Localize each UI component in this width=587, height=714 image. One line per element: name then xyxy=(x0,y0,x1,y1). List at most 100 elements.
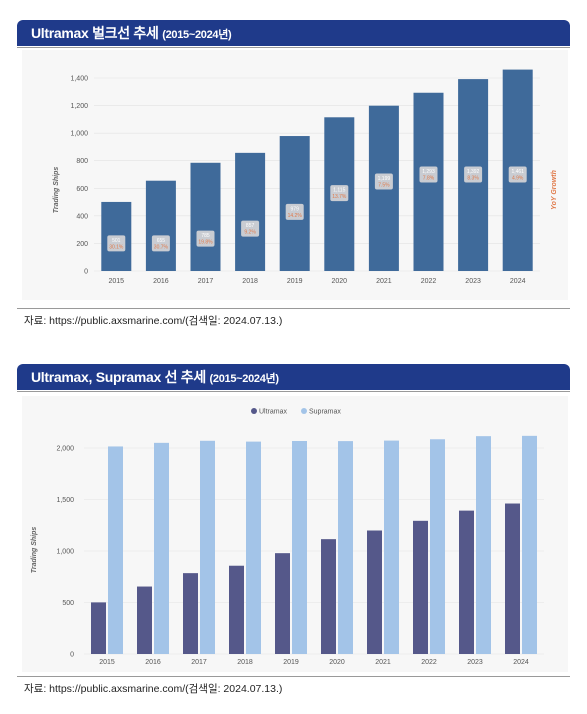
chart1-y-tick-label: 1,200 xyxy=(70,103,88,110)
chart2-bar-supramax xyxy=(338,441,353,654)
chart1-data-label-box xyxy=(330,185,349,202)
chart2-bar-ultramax xyxy=(459,510,474,654)
chart1-data-label: 1,293 xyxy=(422,169,435,175)
chart2-bar-ultramax xyxy=(321,539,336,654)
chart1-data-label-box xyxy=(374,173,393,190)
chart2-y-tick-label: 2,000 xyxy=(56,446,74,453)
chart1-growth-label: 9.2% xyxy=(244,230,256,236)
chart1-y2-axis-title: YoY Growth xyxy=(551,170,558,210)
chart1-x-tick-label: 2024 xyxy=(510,278,526,285)
chart1-x-tick-label: 2016 xyxy=(153,278,169,285)
chart1-y-tick-label: 1,400 xyxy=(70,76,88,83)
chart1-growth-label: 19.8% xyxy=(198,240,213,246)
section1-title-main: Ultramax 벌크선 추세 xyxy=(31,25,159,41)
chart2-x-tick-label: 2021 xyxy=(375,659,391,666)
chart1-bar xyxy=(279,136,310,271)
chart1-data-label: 785 xyxy=(201,233,210,239)
chart2-y-axis-title: Trading Ships xyxy=(31,527,38,574)
chart2-x-tick-label: 2020 xyxy=(329,659,345,666)
chart1-data-label: 501 xyxy=(112,238,121,244)
chart2-bar-ultramax xyxy=(367,530,382,654)
chart1-growth-label: 7.8% xyxy=(423,176,435,182)
section1-source: 자료: https://public.axsmarine.com/(검색일: 2… xyxy=(24,315,283,327)
section1-title: Ultramax 벌크선 추세 (2015~2024년) xyxy=(17,20,570,46)
chart2-bar-ultramax xyxy=(229,565,244,654)
chart1-growth-label: 8.3% xyxy=(467,176,479,182)
chart1-y-tick-label: 1,000 xyxy=(70,131,88,138)
chart2-legend-swatch xyxy=(301,408,307,414)
section1-title-sub: (2015~2024년) xyxy=(162,29,232,41)
chart1-growth-label: 4.9% xyxy=(512,176,524,182)
chart2-bar-ultramax xyxy=(183,573,198,654)
section2-title-sub: (2015~2024년) xyxy=(209,373,280,385)
chart1-x-tick-label: 2020 xyxy=(332,278,348,285)
chart2-x-tick-label: 2015 xyxy=(99,659,115,666)
chart1-data-label: 979 xyxy=(291,206,300,212)
chart1-y-tick-label: 0 xyxy=(84,269,88,276)
chart1-y-tick-label: 200 xyxy=(76,241,88,248)
chart2-bar-supramax xyxy=(522,435,537,654)
chart1-growth-label: 30.7% xyxy=(154,244,169,250)
chart2-bar-supramax xyxy=(292,440,307,654)
chart2-x-tick-label: 2016 xyxy=(145,659,161,666)
chart2-bar-supramax xyxy=(246,441,261,654)
chart1-growth-label: 14.2% xyxy=(288,213,303,219)
chart2-bar-supramax xyxy=(384,440,399,654)
chart1-growth-label: 13.7% xyxy=(332,194,347,200)
chart2-bar-supramax xyxy=(430,439,445,654)
chart1-y-tick-label: 800 xyxy=(76,158,88,165)
chart1-data-label: 1,461 xyxy=(511,169,524,175)
chart2-x-tick-label: 2017 xyxy=(191,659,207,666)
chart2-bar-supramax xyxy=(154,442,169,654)
chart1-y-tick-label: 400 xyxy=(76,213,88,220)
chart1-data-label: 1,115 xyxy=(333,188,345,194)
section2-bottom-rule xyxy=(17,676,570,677)
chart1-data-label-box xyxy=(196,230,215,247)
chart1-y-tick-label: 600 xyxy=(76,186,88,193)
chart1-data-label-box xyxy=(464,166,483,183)
chart1-data-label-box xyxy=(151,235,170,252)
chart1-data-label-box xyxy=(419,166,438,183)
chart1-bar xyxy=(235,152,266,271)
chart2-legend-label: Supramax xyxy=(309,409,341,416)
section1-bottom-rule xyxy=(17,308,570,309)
chart2-x-tick-label: 2018 xyxy=(237,659,253,666)
chart2-legend: Ultramax Supramax xyxy=(251,408,341,416)
chart2-bar-supramax xyxy=(108,446,123,654)
chart1-x-tick-label: 2015 xyxy=(109,278,125,285)
chart1-growth-label: 30.1% xyxy=(109,244,124,250)
chart1-data-label: 1,199 xyxy=(378,176,391,182)
chart1-container: 0 200 400 600 800 1,000 1,200 1,400 501 30.1% 655… xyxy=(22,50,568,300)
chart2-x-tick-label: 2023 xyxy=(467,659,483,666)
chart2-bar-supramax xyxy=(476,436,491,654)
chart1-y-axis-title: Trading Ships xyxy=(53,167,60,214)
chart2-x-tick-label: 2024 xyxy=(513,659,529,666)
section2-title-main: Ultramax, Supramax 선 추세 xyxy=(31,369,206,385)
chart1-data-label: 1,392 xyxy=(467,169,480,175)
chart2-y-tick-label: 1,500 xyxy=(56,497,74,504)
chart2-bar-ultramax xyxy=(413,520,428,654)
chart1-data-label-box xyxy=(508,166,527,183)
chart2-bar-ultramax xyxy=(275,553,290,654)
chart2-y-tick-label: 0 xyxy=(70,652,74,659)
chart1-x-tick-label: 2023 xyxy=(465,278,481,285)
chart1-x-tick-label: 2021 xyxy=(376,278,392,285)
chart2-y-tick-label: 1,000 xyxy=(56,549,74,556)
chart2-x-tick-label: 2022 xyxy=(421,659,437,666)
chart1-data-label: 857 xyxy=(246,223,255,229)
chart2-y-tick-label: 500 xyxy=(62,600,74,607)
section2-source: 자료: https://public.axsmarine.com/(검색일: 2… xyxy=(24,683,283,695)
chart1-growth-label: 7.5% xyxy=(378,183,390,189)
chart2-legend-swatch xyxy=(251,408,257,414)
chart1-x-tick-label: 2017 xyxy=(198,278,214,285)
chart1-data-label-box xyxy=(241,220,260,237)
chart2-bar-ultramax xyxy=(91,602,106,654)
chart1-data-label: 655 xyxy=(157,238,166,244)
chart1-bar xyxy=(190,162,221,271)
section1-top-rule xyxy=(17,47,570,48)
chart2-legend-label: Ultramax xyxy=(259,409,288,416)
chart2-bar-supramax xyxy=(200,440,215,654)
chart2-x-tick-label: 2019 xyxy=(283,659,299,666)
chart1-data-label-box xyxy=(107,235,126,252)
